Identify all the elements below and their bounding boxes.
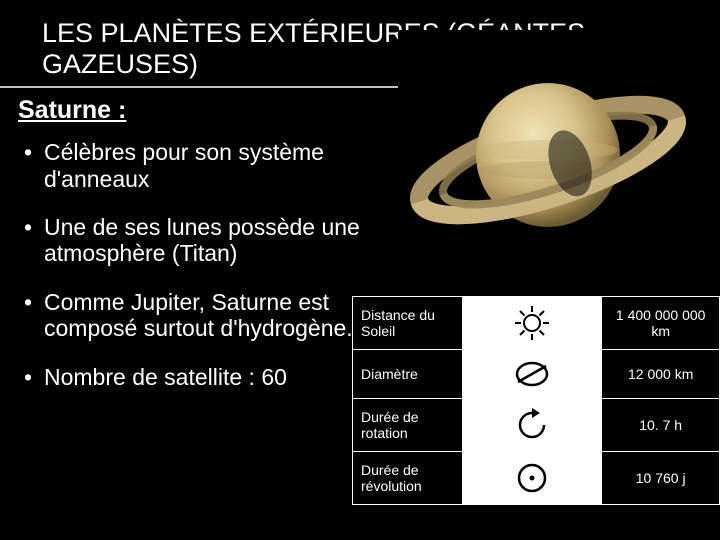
row-value: 10. 7 h <box>602 399 720 452</box>
row-label: Durée de rotation <box>353 399 463 452</box>
row-label: Diamètre <box>353 350 463 399</box>
revolution-icon <box>462 452 602 505</box>
bullet-item: Une de ses lunes possède une atmosphère … <box>28 214 410 267</box>
diameter-icon <box>462 350 602 399</box>
table-row: Distance du Soleil 1 400 <box>353 297 720 350</box>
rotation-icon <box>462 399 602 452</box>
table-row: Durée de rotation 10. 7 h <box>353 399 720 452</box>
bullet-item: Célèbres pour son système d'anneaux <box>28 139 410 192</box>
row-value: 1 400 000 000 km <box>602 297 720 350</box>
table-row: Diamètre 12 000 km <box>353 350 720 399</box>
row-label: Durée de révolution <box>353 452 463 505</box>
row-value: 10 760 j <box>602 452 720 505</box>
slide: LES PLANÈTES EXTÉRIEURES (GÉANTES GAZEUS… <box>0 0 720 540</box>
bullet-list: Célèbres pour son système d'anneaux Une … <box>0 139 410 390</box>
row-value: 12 000 km <box>602 350 720 399</box>
table-row: Durée de révolution 10 760 j <box>353 452 720 505</box>
sun-icon <box>462 297 602 350</box>
row-label: Distance du Soleil <box>353 297 463 350</box>
saturn-image <box>398 30 698 280</box>
data-table: Distance du Soleil 1 400 <box>352 296 720 505</box>
